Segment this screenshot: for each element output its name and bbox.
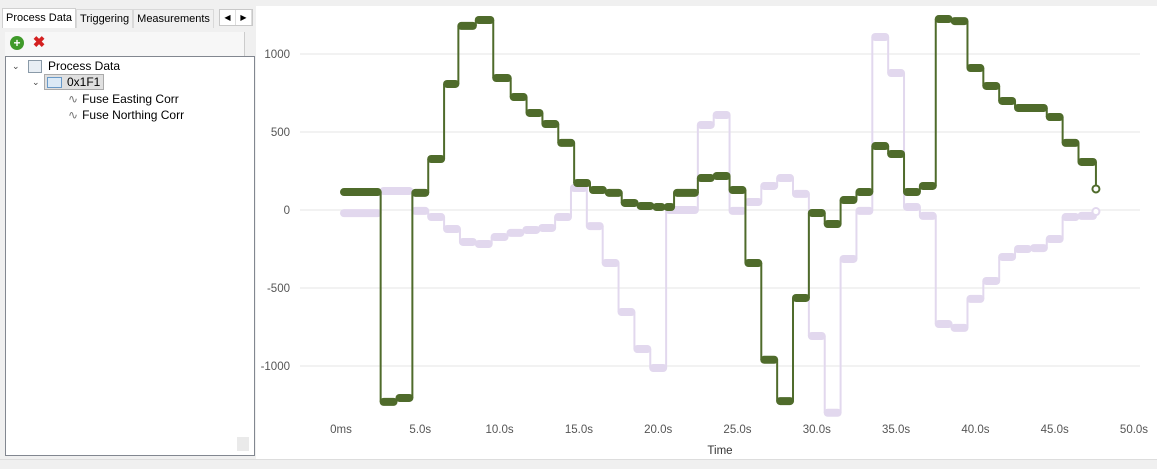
chevron-down-icon[interactable]: ⌄ <box>32 76 40 87</box>
signal-wave-icon: ∿ <box>68 108 79 122</box>
tab-measurements[interactable]: Measurements <box>133 9 214 28</box>
chart-doc-icon <box>28 59 42 73</box>
x-tick-label: 15.0s <box>565 424 593 436</box>
series-northing <box>340 32 1101 417</box>
time-series-chart[interactable]: 1000 500 0 -500 -1000 0ms 5.0s 10.0s 15.0s 20.0s 2… <box>256 6 1157 459</box>
selected-node: 0x1F1 <box>44 74 105 90</box>
chevron-down-icon[interactable]: ⌄ <box>12 60 20 71</box>
x-tick-label: 0ms <box>330 424 352 436</box>
scrollbar-corner <box>237 437 249 451</box>
x-tick-label: 20.0s <box>644 424 672 436</box>
y-tick-label: -500 <box>267 283 290 295</box>
x-tick-label: 5.0s <box>409 424 431 436</box>
x-tick-label: 30.0s <box>803 424 831 436</box>
x-axis-label: Time <box>707 445 732 457</box>
tab-scroll-right-button[interactable]: ▶ <box>236 10 252 25</box>
tab-triggering[interactable]: Triggering <box>76 9 134 28</box>
x-tick-label: 10.0s <box>486 424 514 436</box>
y-tick-label: 0 <box>284 205 290 217</box>
tab-strip: Process Data Triggering Measurements <box>2 8 216 28</box>
end-point-marker <box>1091 207 1101 217</box>
tree-node-0x1f1[interactable]: ⌄ 0x1F1 <box>32 74 105 90</box>
tree-label: Process Data <box>48 59 121 73</box>
tree-node-process-data[interactable]: ⌄ Process Data <box>12 58 120 74</box>
tree-label: 0x1F1 <box>67 75 101 89</box>
tree-toolbar: + ✖ <box>5 32 245 56</box>
tree-label: Fuse Northing Corr <box>82 108 185 122</box>
tab-scroll-left-button[interactable]: ◀ <box>220 10 236 25</box>
tab-process-data[interactable]: Process Data <box>2 8 77 28</box>
remove-x-icon[interactable]: ✖ <box>32 34 46 51</box>
tree-label: Fuse Easting Corr <box>82 92 179 106</box>
x-tick-label: 25.0s <box>723 424 751 436</box>
tree-node-channel[interactable]: ∿ Fuse Northing Corr <box>68 107 184 123</box>
tree-node-channel[interactable]: ∿ Fuse Easting Corr <box>68 91 179 107</box>
top-toolbar-strip <box>0 0 1157 6</box>
process-data-tree: ⌄ Process Data ⌄ 0x1F1 ∿ Fuse Easting Co… <box>5 56 255 456</box>
left-panel: Process Data Triggering Measurements ◀ ▶… <box>0 6 255 459</box>
x-tick-label: 35.0s <box>882 424 910 436</box>
x-tick-label: 50.0s <box>1120 424 1148 436</box>
tab-scroll-buttons: ◀ ▶ <box>219 9 253 26</box>
signal-wave-icon: ∿ <box>68 92 79 106</box>
message-icon <box>47 76 62 88</box>
y-tick-label: -1000 <box>261 361 290 373</box>
y-tick-label: 500 <box>271 127 290 139</box>
end-point-marker <box>1091 184 1101 194</box>
y-tick-label: 1000 <box>264 49 290 61</box>
add-circle-icon[interactable]: + <box>10 36 24 50</box>
chart-panel: 1000 500 0 -500 -1000 0ms 5.0s 10.0s 15.0s 20.0s 2… <box>256 6 1157 459</box>
x-tick-label: 40.0s <box>961 424 989 436</box>
x-tick-label: 45.0s <box>1041 424 1069 436</box>
series-easting <box>340 15 1101 406</box>
status-strip <box>0 459 1157 469</box>
